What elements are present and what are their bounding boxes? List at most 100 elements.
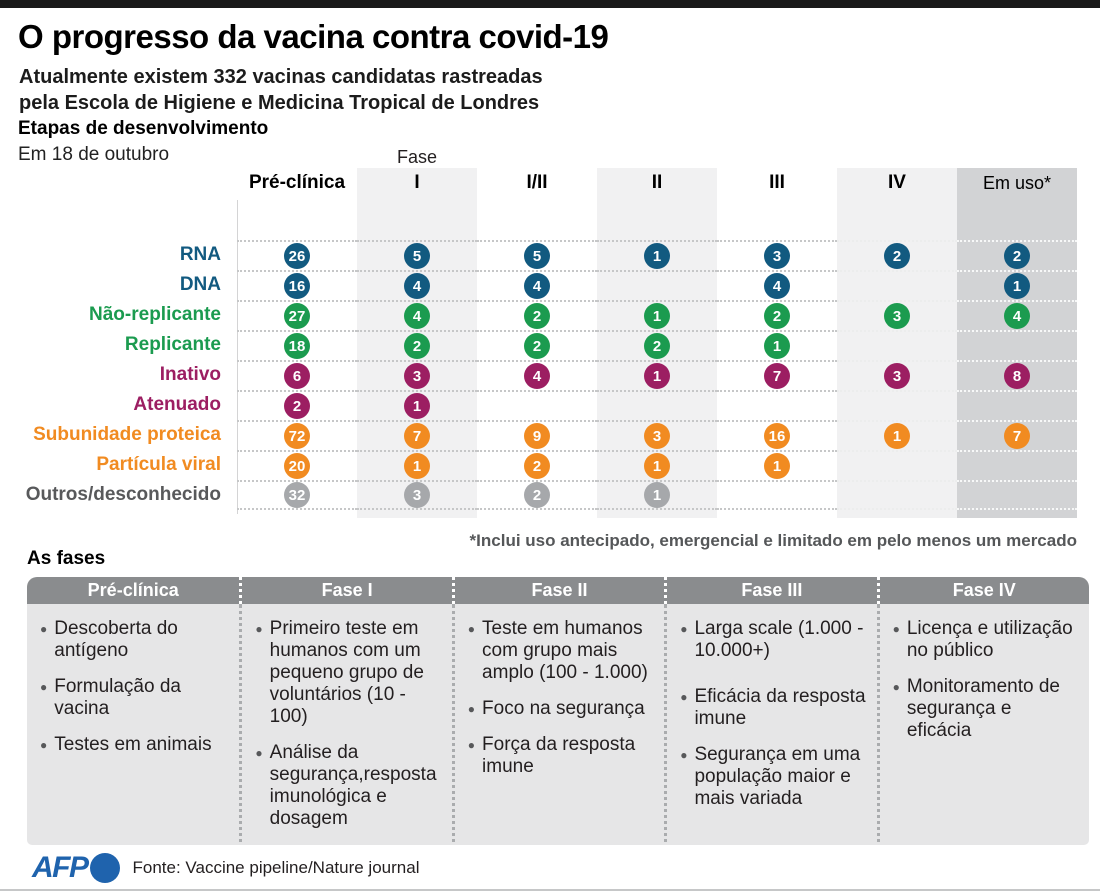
column-header-fase-i: I <box>414 172 420 193</box>
list-item: ● Força da resposta imune <box>468 734 654 778</box>
count-badge: 1 <box>404 393 430 419</box>
matrix-cell: 5 <box>477 240 597 270</box>
count-badge: 3 <box>404 482 430 508</box>
matrix-cell: 4 <box>717 270 837 300</box>
row-label: Inativo <box>159 364 221 385</box>
bullet-icon: ● <box>680 748 688 762</box>
list-item-text: Segurança em uma população maior e mais … <box>694 744 861 809</box>
matrix-cell: 2 <box>477 450 597 480</box>
matrix-row-outros-desconhecido: Outros/desconhecido 32 3 2 1 <box>20 480 1077 510</box>
count-badge: 1 <box>644 363 670 389</box>
matrix-row-subunidade-proteica: Subunidade proteica 72 7 9 3 16 1 7 <box>20 420 1077 450</box>
phase-column-fase-ii: ● Teste em humanos com grupo mais amplo (… <box>451 604 664 845</box>
matrix-cell <box>717 480 837 510</box>
column-header-pre-clinica: Pré-clínica <box>248 172 346 193</box>
list-item: ● Segurança em uma população maior e mais… <box>680 744 866 810</box>
matrix-cell: 1 <box>597 240 717 270</box>
row-label: Atenuado <box>133 394 221 415</box>
matrix-cell <box>837 480 957 510</box>
phase-column-fase-iv: ● Licença e utilização no público ● Monito… <box>876 604 1089 845</box>
bullet-icon: ● <box>467 738 476 752</box>
matrix-cell: 2 <box>597 330 717 360</box>
count-badge: 1 <box>404 453 430 479</box>
count-badge: 4 <box>764 273 790 299</box>
matrix-cell: 16 <box>717 420 837 450</box>
matrix-row-dna: DNA 16 4 4 4 1 <box>20 270 1077 300</box>
matrix-cell: 16 <box>237 270 357 300</box>
count-badge: 7 <box>1004 423 1030 449</box>
phase-column-fase-i: ● Primeiro teste em humanos com um pequen… <box>239 604 451 845</box>
list-item-text: Formulação da vacina <box>54 676 181 719</box>
list-item: ● Análise da segurança,resposta imunológi… <box>255 742 441 830</box>
matrix-cell: 1 <box>357 450 477 480</box>
matrix-cell: 4 <box>357 300 477 330</box>
bullet-icon: ● <box>40 622 48 636</box>
matrix-cell <box>957 390 1077 420</box>
phase-header-fase-iii: Fase III <box>664 577 876 604</box>
count-badge: 2 <box>524 333 550 359</box>
column-band-fase-iv <box>837 168 957 518</box>
matrix-row-inativo: Inativo 6 3 4 1 7 3 8 <box>20 360 1077 390</box>
matrix-cell: 4 <box>477 270 597 300</box>
phase-column-fase-iii: ● Larga scale (1.000 - 10.000+) ● Eficácia… <box>664 604 876 845</box>
afp-logo: AFP <box>32 851 89 884</box>
matrix-cell <box>837 330 957 360</box>
list-item-text: Primeiro teste em humanos com um pequeno… <box>269 618 424 727</box>
matrix-cell: 3 <box>717 240 837 270</box>
matrix-header-row: Pré-clínica I I/II II III IV Em uso* <box>20 168 1077 198</box>
subtitle-line-2: pela Escola de Higiene e Medicina Tropic… <box>19 92 540 114</box>
count-badge: 18 <box>284 333 310 359</box>
matrix-cell: 2 <box>237 390 357 420</box>
count-badge: 2 <box>404 333 430 359</box>
count-badge: 3 <box>644 423 670 449</box>
count-badge: 4 <box>524 273 550 299</box>
count-badge: 7 <box>764 363 790 389</box>
count-badge: 9 <box>524 423 550 449</box>
count-badge: 2 <box>524 453 550 479</box>
matrix-cell: 32 <box>237 480 357 510</box>
matrix-cell: 1 <box>717 330 837 360</box>
matrix-cell: 7 <box>957 420 1077 450</box>
matrix-cell <box>957 480 1077 510</box>
matrix-row-rna: RNA 26 5 5 1 3 2 2 <box>20 240 1077 270</box>
matrix-cell: 3 <box>837 360 957 390</box>
matrix-cell <box>597 390 717 420</box>
matrix-cell: 2 <box>837 240 957 270</box>
matrix-cell: 9 <box>477 420 597 450</box>
count-badge: 2 <box>284 393 310 419</box>
matrix-cell: 1 <box>837 420 957 450</box>
date-label: Em 18 de outubro <box>18 144 170 165</box>
matrix-cell: 6 <box>237 360 357 390</box>
count-badge: 3 <box>764 243 790 269</box>
matrix-cell: 3 <box>837 300 957 330</box>
column-header-fase-iii: III <box>769 172 785 193</box>
bottom-divider <box>0 889 1100 891</box>
column-band-em-uso <box>957 168 1077 518</box>
matrix-cell: 4 <box>477 360 597 390</box>
column-header-fase-ii: II <box>651 172 663 193</box>
count-badge: 32 <box>284 482 310 508</box>
matrix-cell <box>477 390 597 420</box>
matrix-cell: 8 <box>957 360 1077 390</box>
count-badge: 16 <box>284 273 310 299</box>
fase-axis-label: Fase <box>396 147 438 167</box>
list-item-text: Análise da segurança,resposta imunológic… <box>269 742 437 829</box>
matrix-cell: 2 <box>477 480 597 510</box>
count-badge: 2 <box>764 303 790 329</box>
matrix-cell: 4 <box>957 300 1077 330</box>
matrix-rows: RNA 26 5 5 1 3 2 2 DNA 16 4 4 4 1 Não-re… <box>20 240 1077 510</box>
matrix-cell: 1 <box>597 300 717 330</box>
count-badge: 1 <box>644 453 670 479</box>
list-item-text: Testes em animais <box>54 734 212 755</box>
count-badge: 7 <box>404 423 430 449</box>
matrix-cell: 1 <box>957 270 1077 300</box>
count-badge: 27 <box>284 303 310 329</box>
list-item: ● Formulação da vacina <box>40 676 229 720</box>
count-badge: 4 <box>404 303 430 329</box>
bullet-icon: ● <box>680 690 688 704</box>
page-title: O progresso da vacina contra covid-19 <box>18 18 609 55</box>
list-item-text: Força da resposta imune <box>482 734 636 777</box>
count-badge: 4 <box>404 273 430 299</box>
bullet-icon: ● <box>40 680 48 694</box>
matrix-row-atenuado: Atenuado 2 1 <box>20 390 1077 420</box>
